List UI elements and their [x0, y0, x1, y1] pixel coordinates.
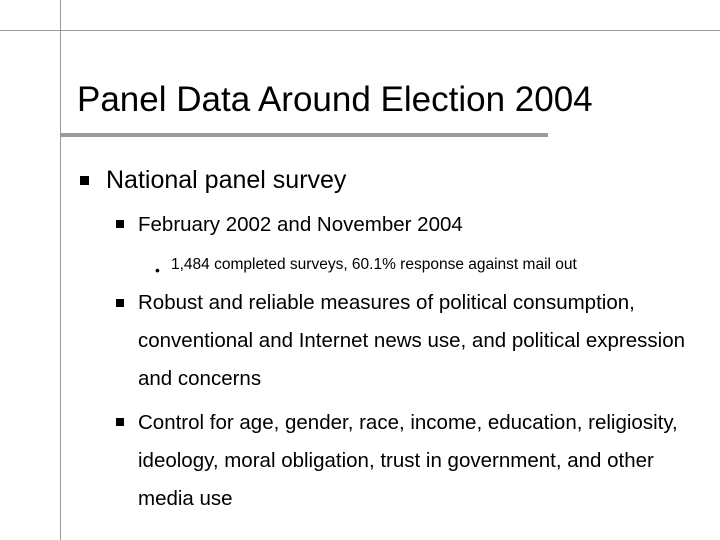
dot-bullet-icon: •: [155, 262, 160, 278]
frame-top-line: [0, 30, 720, 31]
bullet-response-rate: 1,484 completed surveys, 60.1% response …: [171, 256, 577, 273]
frame-left-line: [60, 0, 61, 540]
square-bullet-icon: [80, 176, 89, 185]
bullet-survey-dates: February 2002 and November 2004: [138, 213, 463, 236]
title-underline: [60, 133, 548, 137]
square-bullet-icon: [116, 220, 124, 228]
bullet-national-panel-survey: National panel survey: [106, 166, 347, 194]
bullet-robust-measures: Robust and reliable measures of politica…: [138, 291, 686, 390]
square-bullet-icon: [116, 299, 124, 307]
bullet-controls: Control for age, gender, race, income, e…: [138, 411, 678, 510]
slide-title: Panel Data Around Election 2004: [77, 80, 593, 119]
square-bullet-icon: [116, 418, 124, 426]
